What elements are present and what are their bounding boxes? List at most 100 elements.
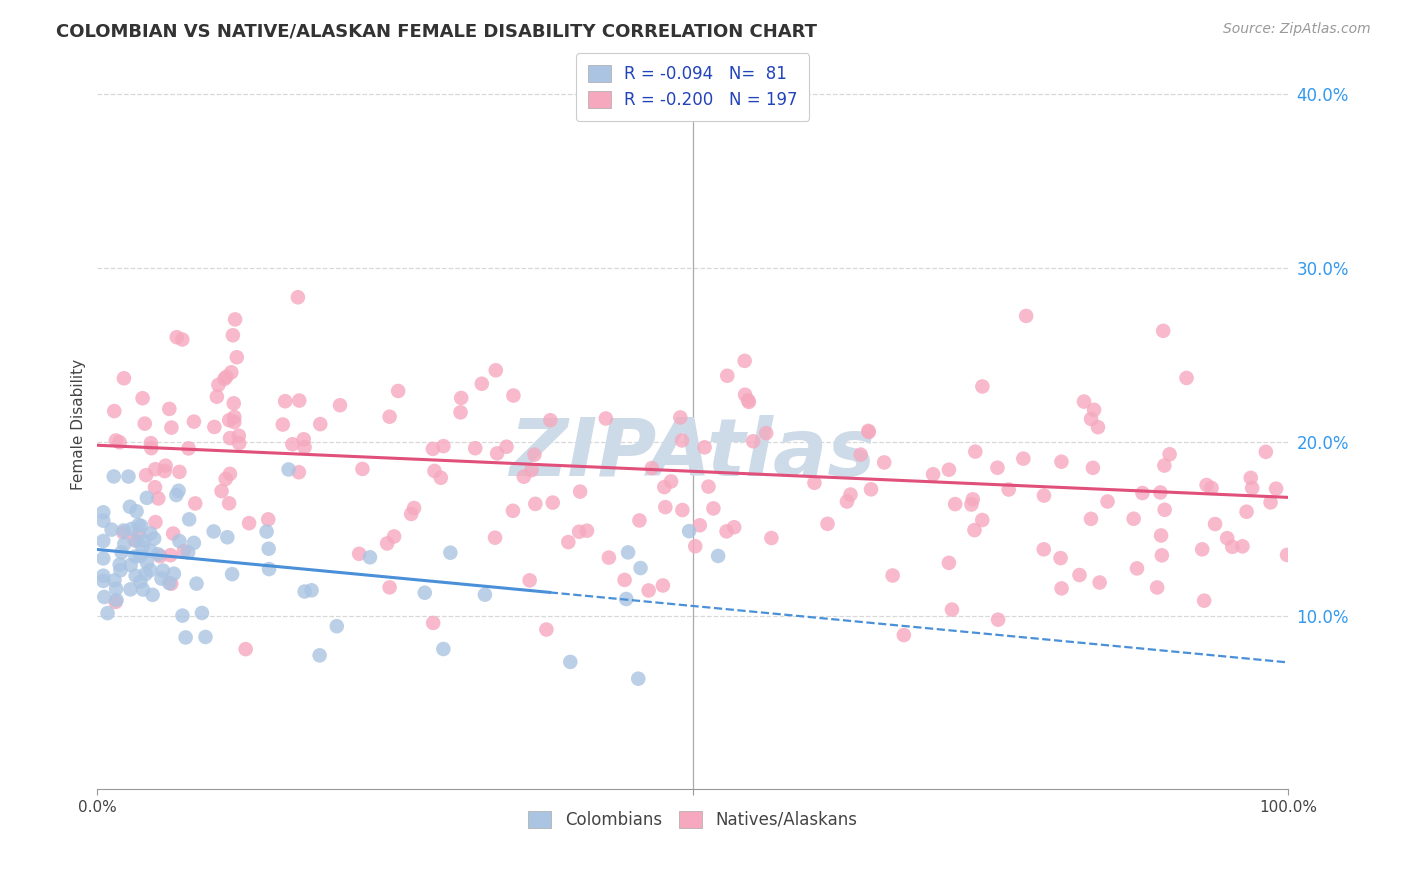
Point (125, 504, 148, 518)
Point (422, 615, 444, 630)
Point (432, 642, 454, 657)
Point (755, 426, 778, 441)
Point (112, 524, 135, 538)
Point (402, 501, 425, 516)
Point (215, 472, 238, 486)
Point (1254, 445, 1277, 459)
Point (112, 525, 135, 540)
Text: Source: ZipAtlas.com: Source: ZipAtlas.com (1223, 22, 1371, 37)
Point (858, 424, 880, 438)
Point (97, 606, 120, 620)
Point (277, 462, 299, 476)
Point (287, 290, 309, 304)
Point (256, 524, 278, 539)
Point (222, 328, 245, 343)
Point (893, 628, 915, 642)
Point (129, 549, 152, 563)
Point (112, 537, 135, 551)
Point (627, 672, 650, 686)
Point (628, 513, 651, 527)
Point (817, 516, 839, 531)
Point (155, 458, 177, 473)
Point (184, 496, 207, 510)
Point (121, 522, 143, 536)
Point (103, 574, 125, 588)
Point (217, 530, 239, 544)
Point (873, 455, 896, 469)
Point (135, 468, 157, 483)
Point (423, 464, 446, 478)
Point (716, 524, 738, 539)
Point (91, 551, 114, 566)
Point (172, 608, 194, 623)
Point (117, 469, 139, 483)
Point (671, 434, 693, 448)
Point (157, 576, 180, 591)
Point (219, 431, 242, 445)
Point (91, 568, 114, 582)
Point (145, 515, 167, 529)
Point (143, 480, 166, 494)
Point (215, 369, 238, 384)
Point (513, 469, 536, 483)
Point (1204, 517, 1226, 532)
Point (142, 588, 165, 602)
Point (693, 440, 716, 454)
Point (960, 498, 983, 512)
Point (963, 523, 986, 537)
Point (131, 391, 153, 405)
Point (471, 376, 494, 391)
Point (697, 480, 720, 494)
Point (987, 613, 1010, 627)
Point (1175, 371, 1198, 385)
Point (146, 547, 169, 561)
Point (153, 464, 176, 478)
Point (683, 539, 706, 553)
Point (177, 442, 200, 456)
Point (734, 354, 756, 368)
Point (986, 460, 1008, 475)
Point (1191, 542, 1213, 557)
Point (104, 595, 127, 609)
Point (132, 533, 155, 548)
Point (502, 504, 524, 518)
Point (1097, 494, 1119, 508)
Point (111, 545, 134, 559)
Point (630, 561, 652, 575)
Point (965, 444, 987, 458)
Point (1241, 481, 1264, 495)
Point (1081, 460, 1104, 475)
Point (1159, 447, 1181, 461)
Point (858, 425, 880, 439)
Point (222, 396, 245, 410)
Point (91, 533, 114, 548)
Point (568, 524, 591, 539)
Point (179, 512, 201, 526)
Point (124, 568, 146, 582)
Point (617, 545, 640, 559)
Point (938, 556, 960, 570)
Point (742, 434, 765, 449)
Point (1236, 505, 1258, 519)
Point (150, 572, 173, 586)
Point (139, 436, 162, 450)
Point (352, 462, 374, 476)
Point (219, 467, 242, 481)
Point (569, 484, 592, 499)
Point (716, 368, 738, 383)
Point (129, 574, 152, 589)
Point (134, 417, 156, 431)
Point (972, 513, 994, 527)
Y-axis label: Female Disability: Female Disability (72, 359, 86, 490)
Point (938, 463, 960, 477)
Point (637, 583, 659, 598)
Point (803, 475, 825, 490)
Point (738, 395, 761, 409)
Point (520, 463, 543, 477)
Point (125, 533, 148, 548)
Point (308, 648, 330, 663)
Point (835, 494, 858, 508)
Point (1080, 412, 1102, 426)
Point (135, 491, 157, 505)
Point (375, 536, 398, 550)
